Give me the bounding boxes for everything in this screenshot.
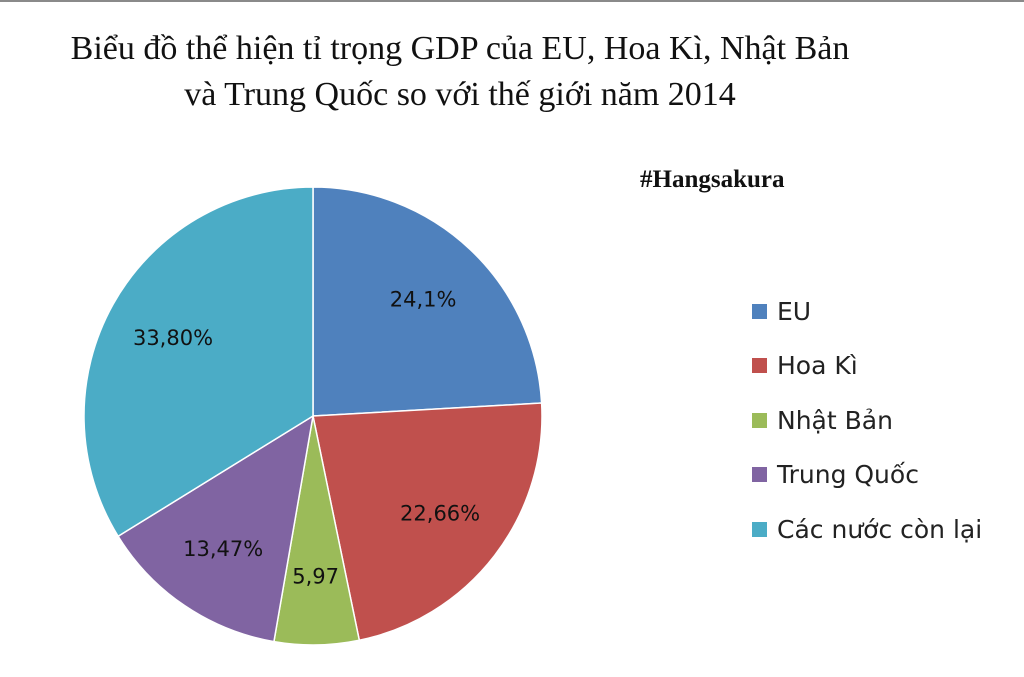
legend-item-4: Các nước còn lại	[752, 502, 982, 557]
chart-title-line-1: Biểu đồ thể hiện tỉ trọng GDP của EU, Ho…	[70, 30, 850, 67]
legend-label-4: Các nước còn lại	[777, 514, 983, 544]
chart-title: Biểu đồ thể hiện tỉ trọng GDP của EU, Ho…	[0, 26, 920, 118]
legend-swatch-4	[752, 521, 767, 537]
chart-legend: EU Hoa Kì Nhật Bản Trung Quốc Các nước còn l…	[752, 284, 982, 557]
watermark-text: #Hangsakura	[640, 166, 785, 193]
legend-label-2: Nhật Bản	[777, 405, 893, 435]
pie-data-label-3: 13,47%	[183, 537, 263, 561]
legend-swatch-2	[752, 412, 767, 428]
pie-data-label-4: 33,80%	[133, 326, 213, 350]
top-border	[0, 0, 1024, 2]
pie-slice-3	[117, 414, 315, 643]
legend-swatch-0	[752, 303, 767, 319]
legend-item-3: Trung Quốc	[752, 448, 982, 503]
chart-title-line-2: và Trung Quốc so với thế giới năm 2014	[184, 76, 736, 113]
pie-data-label-2: 5,97	[292, 564, 339, 588]
legend-item-2: Nhật Bản	[752, 393, 982, 448]
pie-slice-4	[83, 186, 314, 538]
legend-label-0: EU	[777, 296, 812, 326]
legend-swatch-3	[752, 467, 767, 483]
legend-label-1: Hoa Kì	[777, 351, 858, 381]
legend-swatch-1	[752, 358, 767, 374]
pie-data-label-0: 24,1%	[390, 288, 457, 312]
legend-item-0: EU	[752, 284, 982, 339]
legend-label-3: Trung Quốc	[777, 460, 919, 490]
legend-item-1: Hoa Kì	[752, 339, 982, 394]
pie-slice-1	[312, 402, 543, 642]
pie-slice-0	[312, 186, 543, 417]
pie-data-label-1: 22,66%	[400, 502, 480, 526]
